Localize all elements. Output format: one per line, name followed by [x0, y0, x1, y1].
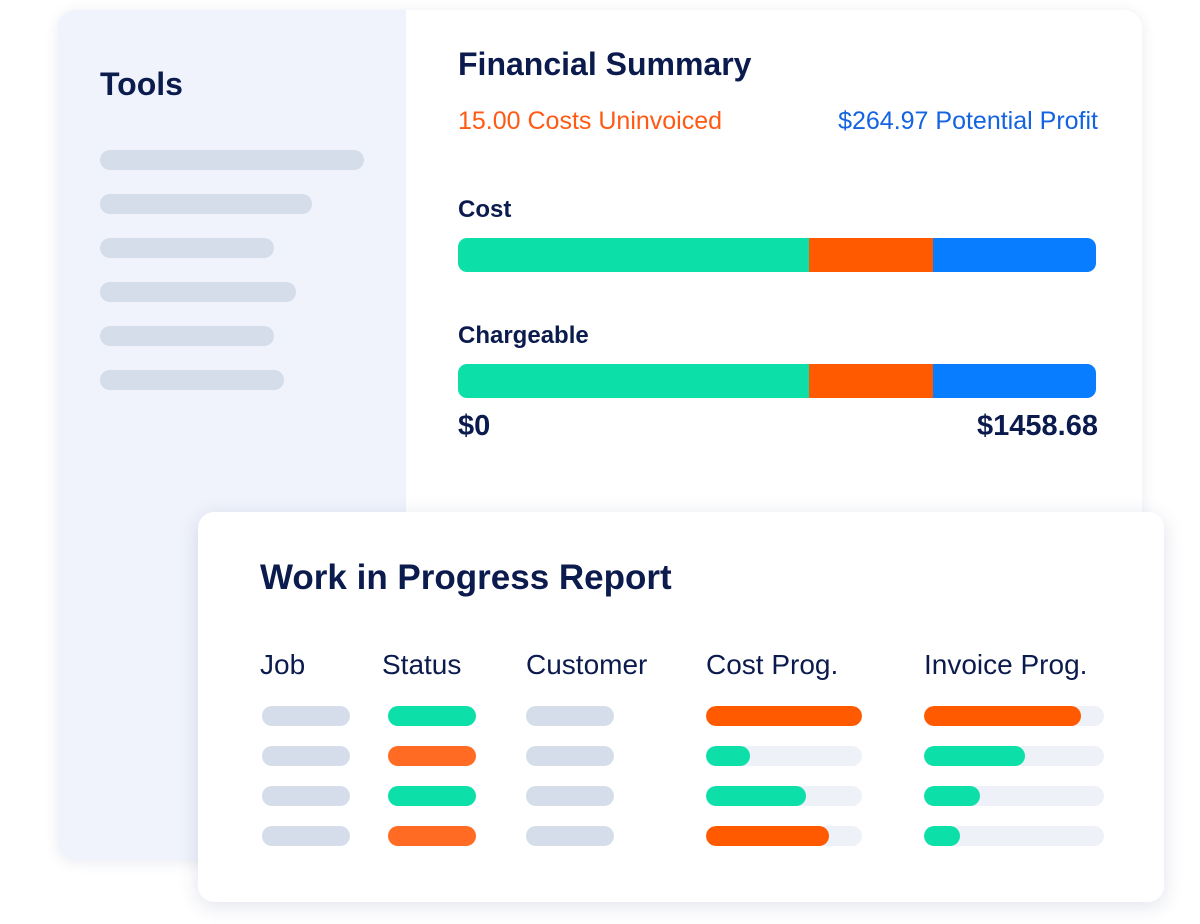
cost-progress-bar	[706, 746, 862, 766]
status-pill	[388, 826, 476, 846]
sidebar-placeholder-line	[100, 194, 312, 214]
cost-stacked-bar	[458, 238, 1096, 272]
column-header-invoice-progress: Invoice Prog.	[924, 649, 1088, 680]
invoice-progress-bar	[924, 786, 1104, 806]
job-placeholder	[262, 746, 350, 766]
job-placeholder	[262, 786, 350, 806]
cost-bar-label: Cost	[458, 196, 512, 223]
cost-progress-bar	[706, 826, 862, 846]
column-header-customer: Customer	[526, 649, 648, 680]
cost-progress-bar	[706, 706, 862, 726]
invoice-progress-bar	[924, 746, 1104, 766]
sidebar-placeholder-line	[100, 150, 364, 170]
customer-placeholder	[526, 786, 614, 806]
cost-progress-fill	[706, 706, 862, 726]
customer-placeholder	[526, 706, 614, 726]
cost-progress-fill	[706, 746, 750, 766]
costs-uninvoiced-text: 15.00 Costs Uninvoiced	[458, 107, 723, 135]
sidebar-placeholder-line	[100, 370, 284, 390]
wip-report-title: Work in Progress Report	[260, 558, 672, 597]
axis-max-label: $1458.68	[977, 410, 1098, 442]
potential-profit-text: $264.97 Potential Profit	[838, 107, 1098, 135]
chargeable-bar-segment-orange	[808, 364, 934, 398]
column-header-job: Job	[260, 649, 306, 680]
financial-summary-title: Financial Summary	[458, 46, 752, 82]
sidebar-title: Tools	[100, 66, 183, 102]
invoice-progress-fill	[924, 706, 1081, 726]
status-pill	[388, 746, 476, 766]
cost-bar-segment-orange	[808, 238, 934, 272]
axis-min-label: $0	[458, 410, 491, 442]
cost-bar-segment-blue	[933, 238, 1096, 272]
sidebar-placeholder-line	[100, 326, 274, 346]
chargeable-bar-segment-green	[458, 364, 809, 398]
invoice-progress-bar	[924, 706, 1104, 726]
status-pill	[388, 706, 476, 726]
chargeable-stacked-bar	[458, 364, 1096, 398]
customer-placeholder	[526, 746, 614, 766]
column-header-cost-progress: Cost Prog.	[706, 649, 839, 680]
job-placeholder	[262, 826, 350, 846]
customer-placeholder	[526, 826, 614, 846]
job-placeholder	[262, 706, 350, 726]
sidebar-placeholder-line	[100, 282, 296, 302]
invoice-progress-fill	[924, 786, 980, 806]
column-header-status: Status	[382, 649, 462, 680]
financial-summary-panel: Financial Summary 15.00 Costs Uninvoiced…	[458, 10, 1098, 860]
invoice-progress-fill	[924, 746, 1025, 766]
wip-report-card: Work in Progress Report Job Status Custo…	[198, 512, 1164, 902]
cost-bar-segment-green	[458, 238, 809, 272]
cost-progress-fill	[706, 826, 830, 846]
cost-progress-fill	[706, 786, 806, 806]
cost-progress-bar	[706, 786, 862, 806]
chargeable-bar-label: Chargeable	[458, 322, 589, 349]
sidebar-placeholder-line	[100, 238, 274, 258]
invoice-progress-fill	[924, 826, 960, 846]
chargeable-bar-segment-blue	[933, 364, 1096, 398]
invoice-progress-bar	[924, 826, 1104, 846]
status-pill	[388, 786, 476, 806]
